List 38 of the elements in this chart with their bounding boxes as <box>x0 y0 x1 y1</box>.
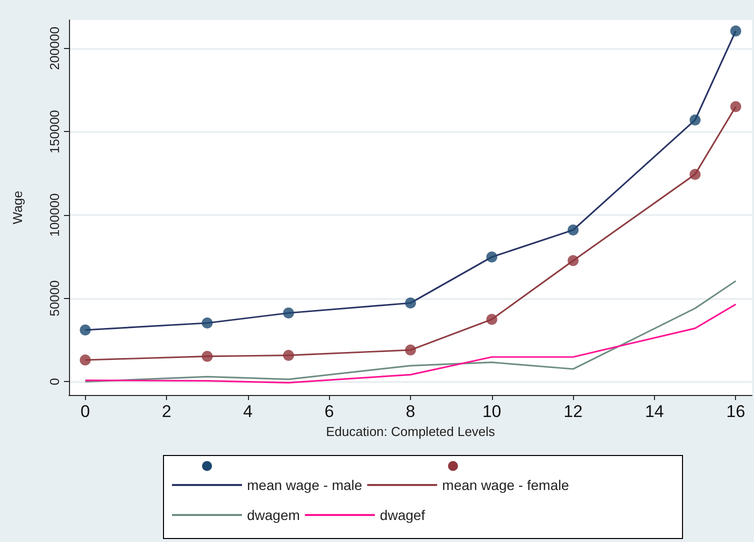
point <box>690 168 701 180</box>
point <box>730 101 742 112</box>
y-tick-label: 150000 <box>47 110 62 154</box>
x-tick-label: 8 <box>406 402 416 421</box>
y-tick-label: 100000 <box>47 193 62 237</box>
point <box>568 224 579 236</box>
legend-label: dwagef <box>380 507 426 523</box>
y-tick-label: 50000 <box>47 280 62 316</box>
point <box>486 314 498 325</box>
x-tick-label: 16 <box>726 402 746 421</box>
legend-label: mean wage - female <box>442 477 570 493</box>
line-series <box>84 304 737 384</box>
point <box>202 350 213 362</box>
legend-label: dwagem <box>247 507 300 523</box>
point <box>283 350 294 361</box>
x-tick-label: 10 <box>482 402 502 421</box>
x-tick-label: 0 <box>80 402 90 421</box>
y-tick-label: 200000 <box>47 26 62 70</box>
point <box>405 298 416 308</box>
x-axis-title: Education: Completed Levels <box>326 424 496 439</box>
point <box>730 26 742 36</box>
point <box>283 308 294 318</box>
legend-label: mean wage - male <box>247 477 362 493</box>
y-axis-title: Wage <box>10 190 25 224</box>
point <box>80 354 91 366</box>
y-tick-label: 0 <box>47 378 62 386</box>
point <box>80 324 91 336</box>
x-tick-label: 6 <box>324 402 334 421</box>
x-tick-label: 4 <box>243 402 253 421</box>
point <box>568 255 579 266</box>
point <box>690 114 701 126</box>
x-tick-label: 12 <box>564 402 583 421</box>
line-series <box>84 280 737 382</box>
point <box>486 252 498 262</box>
point <box>202 318 213 328</box>
point <box>405 344 416 356</box>
x-tick-label: 14 <box>644 402 664 421</box>
x-tick-label: 2 <box>162 402 172 421</box>
